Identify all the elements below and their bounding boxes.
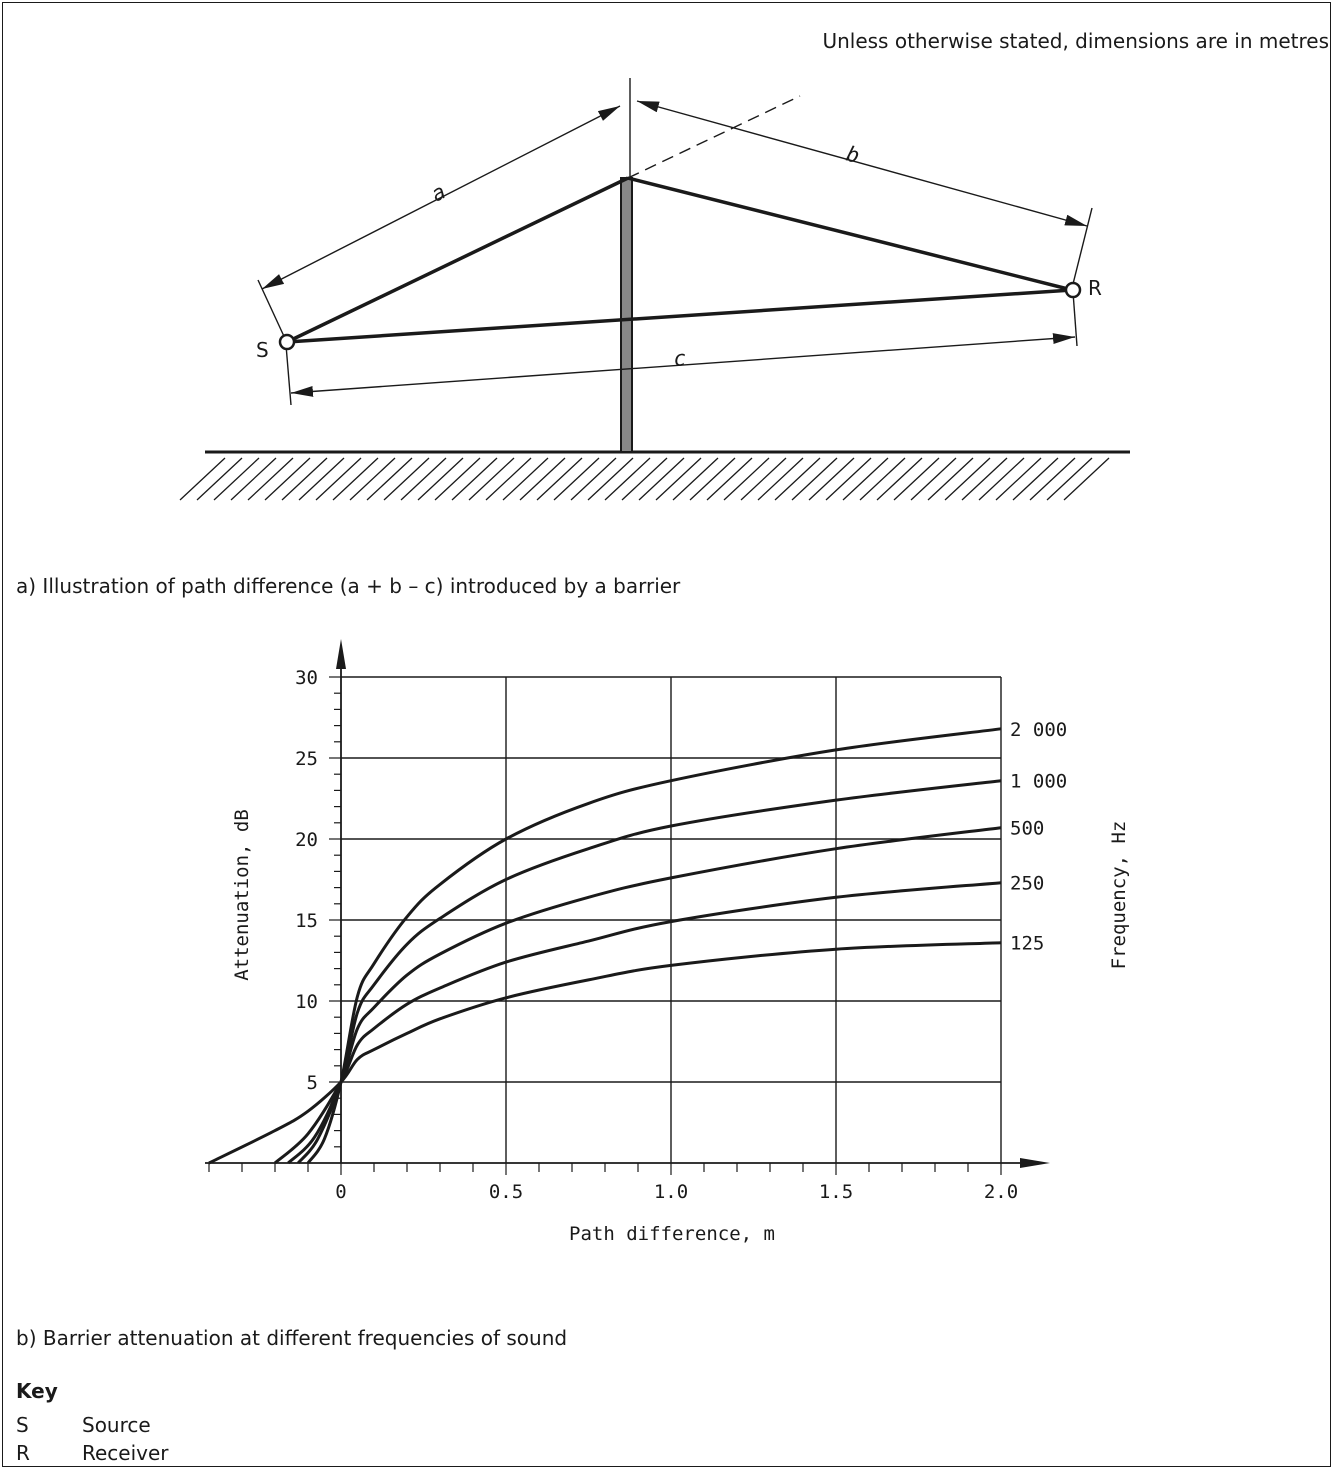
hatch-line bbox=[961, 457, 1008, 501]
hatch-line bbox=[400, 457, 447, 501]
key-text-source: Source bbox=[82, 1413, 151, 1437]
barrier-wall bbox=[620, 177, 633, 453]
hatch-line bbox=[502, 457, 549, 501]
hatch-line bbox=[842, 457, 889, 501]
path-barrier-to-receiver bbox=[627, 176, 1073, 292]
hatch-line bbox=[774, 457, 821, 501]
hatch-line bbox=[791, 457, 838, 501]
hatch-line bbox=[485, 457, 532, 501]
diagram-caption: a) Illustration of path difference (a + … bbox=[16, 574, 681, 598]
key-symbol-receiver: R bbox=[16, 1441, 30, 1465]
hatch-line bbox=[1046, 457, 1093, 501]
dimension-line-b bbox=[636, 100, 1088, 227]
source-extension-c bbox=[285, 344, 292, 406]
source-point bbox=[278, 333, 296, 351]
key-text-receiver: Receiver bbox=[82, 1441, 169, 1465]
hatch-line bbox=[723, 457, 770, 501]
receiver-extension-b bbox=[1071, 207, 1093, 289]
hatch-line bbox=[638, 457, 685, 501]
hatch-line bbox=[417, 457, 464, 501]
hatch-line bbox=[621, 457, 668, 501]
hatch-line bbox=[927, 457, 974, 501]
source-label: S bbox=[256, 338, 269, 362]
hatch-line bbox=[179, 457, 226, 501]
dimension-line-c bbox=[290, 333, 1076, 397]
hatch-line bbox=[570, 457, 617, 501]
hatch-line bbox=[519, 457, 566, 501]
hatch-line bbox=[536, 457, 583, 501]
hatch-line bbox=[876, 457, 923, 501]
hatch-line bbox=[332, 457, 379, 501]
dimension-label-b: b bbox=[844, 142, 862, 168]
hatch-line bbox=[808, 457, 855, 501]
hatch-line bbox=[995, 457, 1042, 501]
hatch-line bbox=[757, 457, 804, 501]
hatch-line bbox=[247, 457, 294, 501]
hatch-line bbox=[230, 457, 277, 501]
direct-path bbox=[286, 288, 1073, 344]
hatch-line bbox=[213, 457, 260, 501]
hatch-line bbox=[366, 457, 413, 501]
hatch-line bbox=[553, 457, 600, 501]
hatch-line bbox=[315, 457, 362, 501]
source-extension-a bbox=[257, 279, 289, 346]
hatch-line bbox=[383, 457, 430, 501]
hatch-line bbox=[349, 457, 396, 501]
receiver-label: R bbox=[1088, 276, 1102, 300]
barrier-diagram: S R a b c bbox=[179, 78, 1130, 501]
dashed-extension bbox=[627, 95, 801, 179]
hatch-line bbox=[859, 457, 906, 501]
receiver-point bbox=[1064, 281, 1082, 299]
path-source-to-barrier bbox=[286, 176, 629, 344]
key-title: Key bbox=[16, 1379, 58, 1403]
hatch-line bbox=[468, 457, 515, 501]
hatch-line bbox=[1063, 457, 1110, 501]
chart-caption: b) Barrier attenuation at different freq… bbox=[16, 1326, 568, 1350]
hatch-line bbox=[893, 457, 940, 501]
key-symbol-source: S bbox=[16, 1413, 29, 1437]
hatch-line bbox=[740, 457, 787, 501]
hatch-line bbox=[451, 457, 498, 501]
receiver-extension-c bbox=[1072, 291, 1078, 347]
hatch-line bbox=[944, 457, 991, 501]
hatch-line bbox=[978, 457, 1025, 501]
hatch-line bbox=[298, 457, 345, 501]
ground-hatching bbox=[179, 457, 1110, 501]
hatch-line bbox=[1012, 457, 1059, 501]
hatch-line bbox=[604, 457, 651, 501]
hatch-line bbox=[672, 457, 719, 501]
hatch-line bbox=[706, 457, 753, 501]
hatch-line bbox=[689, 457, 736, 501]
dimension-label-c: c bbox=[673, 346, 687, 371]
hatch-line bbox=[1029, 457, 1076, 501]
hatch-line bbox=[825, 457, 872, 501]
hatch-line bbox=[281, 457, 328, 501]
hatch-line bbox=[434, 457, 481, 501]
hatch-line bbox=[655, 457, 702, 501]
hatch-line bbox=[196, 457, 243, 501]
hatch-line bbox=[910, 457, 957, 501]
hatch-line bbox=[264, 457, 311, 501]
dimensions-note: Unless otherwise stated, dimensions are … bbox=[822, 29, 1329, 53]
hatch-line bbox=[587, 457, 634, 501]
dimension-line-a bbox=[261, 105, 621, 290]
